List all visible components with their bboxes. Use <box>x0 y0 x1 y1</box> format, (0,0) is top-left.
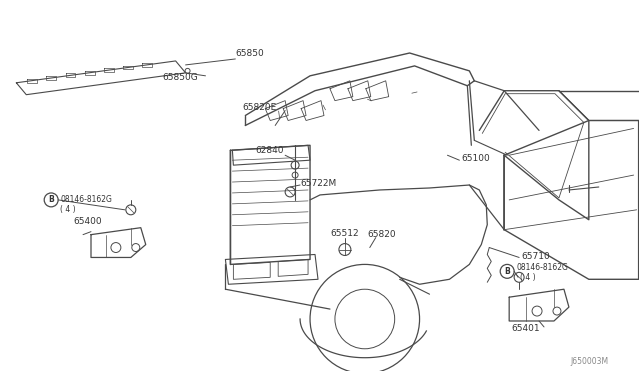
Text: B: B <box>504 267 510 276</box>
Text: 65512: 65512 <box>330 229 358 238</box>
Text: 65722M: 65722M <box>300 179 337 187</box>
Text: 08146-8162G: 08146-8162G <box>516 263 568 272</box>
Text: 65400: 65400 <box>73 217 102 226</box>
Text: ( 4 ): ( 4 ) <box>60 205 76 214</box>
Text: ( 4 ): ( 4 ) <box>520 273 536 282</box>
Text: 65820: 65820 <box>368 230 396 239</box>
Text: 62840: 62840 <box>255 146 284 155</box>
Text: 65401: 65401 <box>512 324 540 333</box>
Text: 08146-8162G: 08146-8162G <box>60 195 112 204</box>
Text: 65850G: 65850G <box>163 73 198 82</box>
Text: J650003M: J650003M <box>571 357 609 366</box>
Text: 65710: 65710 <box>521 252 550 261</box>
Text: B: B <box>48 195 54 204</box>
Text: 65820E: 65820E <box>243 103 276 112</box>
Text: 65100: 65100 <box>461 154 490 163</box>
Text: 65850: 65850 <box>236 49 264 58</box>
